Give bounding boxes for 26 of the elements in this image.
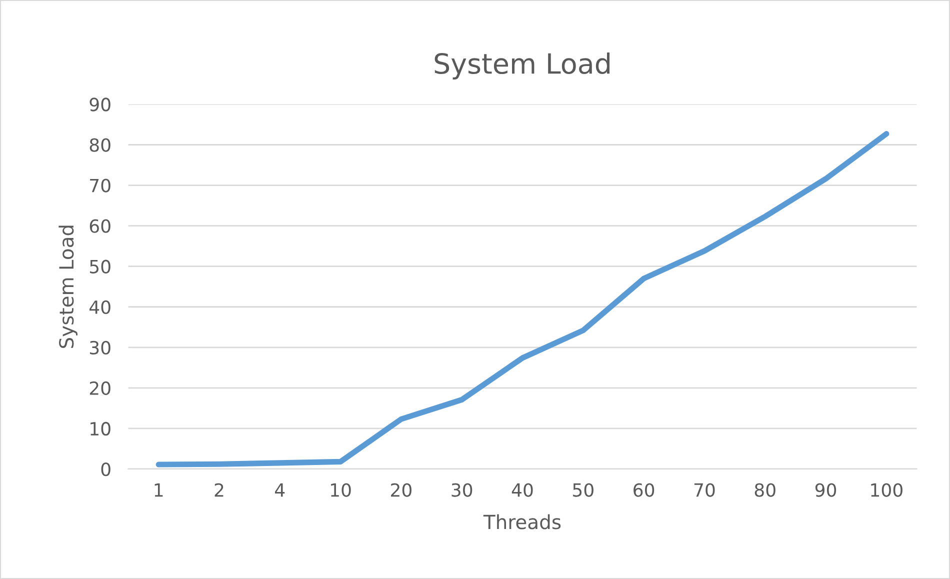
y-tick-label: 40 — [89, 300, 110, 314]
y-tick-label: 90 — [90, 98, 110, 112]
y-tick-label: 60 — [90, 219, 110, 233]
x-tick-label: 80 — [754, 483, 776, 497]
x-tick-label: 1 — [154, 483, 163, 497]
y-tick-label: 80 — [90, 138, 110, 152]
x-tick-label: 60 — [634, 483, 654, 497]
x-tick-label: 10 — [331, 483, 351, 497]
x-tick-label: 4 — [275, 483, 285, 497]
x-axis-title: Threads — [483, 514, 561, 530]
x-tick-label: 20 — [391, 483, 412, 497]
y-axis-title: System Load — [58, 226, 78, 348]
y-tick-label: 10 — [90, 422, 110, 436]
y-tick-label: 20 — [90, 381, 110, 396]
x-tick-label: 2 — [214, 483, 224, 497]
y-tick-label: 30 — [90, 340, 110, 355]
x-tick-label: 100 — [871, 483, 902, 497]
x-tick-label: 70 — [694, 483, 715, 497]
y-tick-label: 0 — [101, 462, 110, 476]
x-tick-label: 40 — [512, 483, 533, 497]
x-tick-label: 90 — [815, 483, 836, 497]
x-tick-label: 50 — [573, 483, 594, 497]
x-tick-label: 30 — [452, 483, 472, 497]
y-tick-label: 70 — [90, 178, 110, 192]
y-tick-label: 50 — [90, 260, 110, 274]
chart-title: System Load — [434, 52, 610, 80]
